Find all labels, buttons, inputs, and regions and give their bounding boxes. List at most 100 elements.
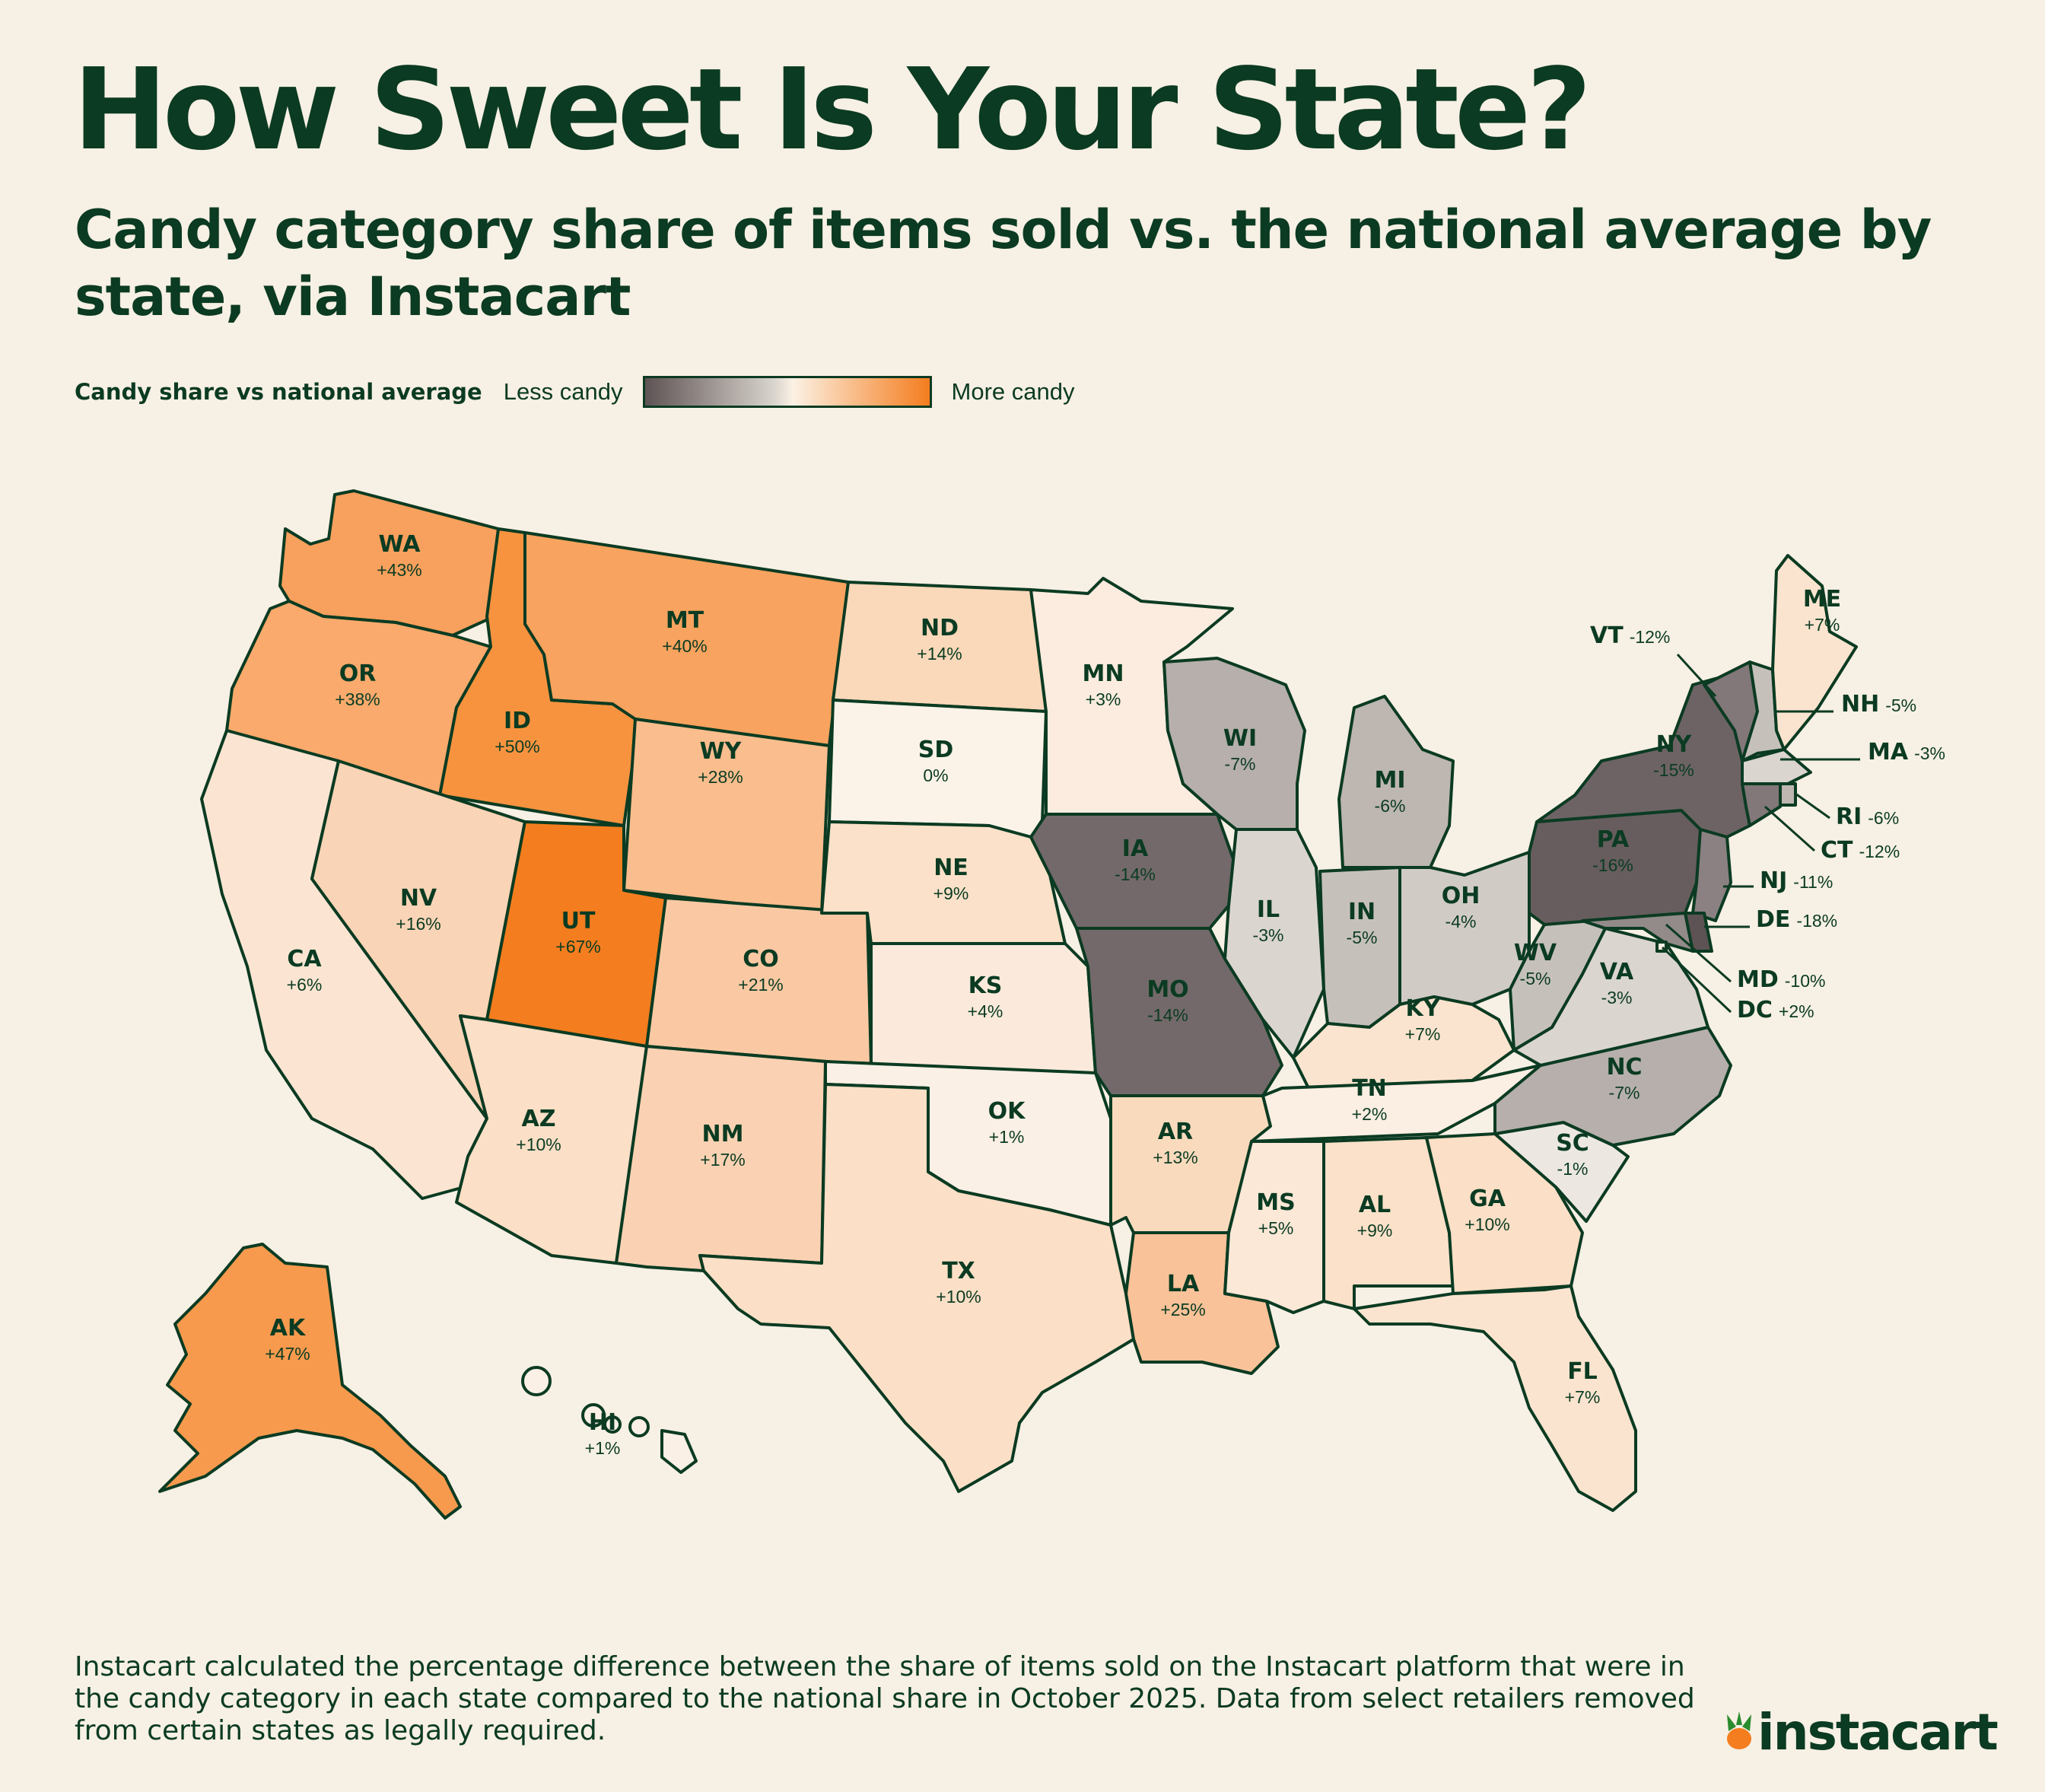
state-code-mo: MO xyxy=(1147,976,1188,1003)
state-value-sd: 0% xyxy=(923,765,948,785)
state-ct xyxy=(1741,782,1782,827)
state-label-vt: VT -12% xyxy=(1590,622,1670,649)
state-mi xyxy=(1337,695,1455,869)
state-value-nj: -11% xyxy=(1793,872,1833,892)
legend-high-label: More candy xyxy=(951,378,1075,405)
state-value-il: -3% xyxy=(1253,925,1284,945)
state-me xyxy=(1771,554,1858,751)
state-value-id: +50% xyxy=(495,737,539,756)
state-code-ny: NY xyxy=(1656,731,1693,758)
state-value-ga: +10% xyxy=(1465,1214,1509,1234)
state-nj xyxy=(1691,828,1732,922)
leader-line-ct xyxy=(1764,805,1815,852)
state-code-wv: WV xyxy=(1514,940,1557,966)
state-code-sc: SC xyxy=(1556,1130,1589,1157)
leader-line-vt xyxy=(1676,653,1717,698)
state-code-dc: DC xyxy=(1737,997,1773,1023)
state-code-nm: NM xyxy=(702,1121,744,1147)
state-value-me: +7% xyxy=(1805,615,1840,635)
state-tn xyxy=(1250,1064,1542,1143)
state-value-tx: +10% xyxy=(936,1287,981,1307)
state-code-az: AZ xyxy=(522,1106,556,1132)
state-value-nd: +14% xyxy=(917,644,962,664)
state-label-de: DE -18% xyxy=(1756,906,1837,933)
state-value-va: -3% xyxy=(1601,988,1633,1007)
state-value-mt: +40% xyxy=(662,636,707,656)
state-value-oh: -4% xyxy=(1445,912,1477,931)
state-in xyxy=(1318,866,1401,1029)
state-code-ms: MS xyxy=(1256,1189,1295,1216)
state-value-ct: -12% xyxy=(1859,842,1900,861)
state-code-hi: HI xyxy=(589,1409,616,1436)
state-tx xyxy=(698,1083,1135,1493)
state-value-al: +9% xyxy=(1357,1221,1393,1240)
state-label-md: MD -10% xyxy=(1737,966,1825,993)
state-code-wy: WY xyxy=(700,738,743,765)
state-value-wi: -7% xyxy=(1225,754,1256,774)
state-value-tn: +2% xyxy=(1352,1104,1388,1124)
instacart-logo: instacart xyxy=(1721,1703,1999,1762)
state-ri xyxy=(1779,782,1797,807)
hawaii-island xyxy=(521,1366,552,1396)
state-hi xyxy=(660,1429,698,1474)
state-code-nd: ND xyxy=(921,615,959,641)
state-code-ia: IA xyxy=(1122,836,1149,862)
state-code-ri: RI xyxy=(1836,804,1862,830)
state-code-co: CO xyxy=(743,946,779,972)
state-label-ct: CT -12% xyxy=(1821,837,1900,864)
state-value-dc: +2% xyxy=(1779,1001,1814,1021)
state-code-id: ID xyxy=(504,708,531,734)
state-code-or: OR xyxy=(339,660,377,687)
state-code-ky: KY xyxy=(1406,995,1441,1022)
state-code-ar: AR xyxy=(1158,1119,1193,1145)
state-code-mt: MT xyxy=(666,607,704,634)
state-value-ak: +47% xyxy=(265,1344,310,1364)
state-code-tx: TX xyxy=(942,1258,975,1284)
state-code-ok: OK xyxy=(988,1098,1027,1125)
state-code-ga: GA xyxy=(1469,1186,1506,1212)
state-code-ne: NE xyxy=(933,855,968,881)
state-code-nj: NJ xyxy=(1760,867,1787,894)
state-code-il: IL xyxy=(1257,896,1280,923)
legend-low-label: Less candy xyxy=(503,378,623,405)
state-value-ut: +67% xyxy=(555,937,600,956)
legend-color-scale xyxy=(642,376,932,408)
state-value-mo: -14% xyxy=(1147,1005,1188,1025)
state-code-mn: MN xyxy=(1083,660,1124,687)
state-value-ca: +6% xyxy=(287,975,323,995)
state-value-wy: +28% xyxy=(698,767,743,787)
state-code-va: VA xyxy=(1600,959,1634,985)
carrot-icon xyxy=(1727,1711,1751,1749)
state-code-tn: TN xyxy=(1352,1075,1387,1102)
state-code-mi: MI xyxy=(1374,767,1405,794)
state-code-ma: MA xyxy=(1868,739,1909,765)
state-value-az: +10% xyxy=(516,1135,561,1154)
footnote: Instacart calculated the percentage diff… xyxy=(75,1651,1695,1746)
leader-line-dc xyxy=(1661,946,1732,1014)
state-value-nc: -7% xyxy=(1609,1083,1640,1103)
us-choropleth-map: WA+43% OR+38% CA +6% ID +50% NV+16% MT+40% WY+28… xyxy=(158,489,1945,1520)
state-label-ri: RI -6% xyxy=(1836,804,1899,830)
state-code-ks: KS xyxy=(968,972,1003,999)
state-value-ks: +4% xyxy=(968,1001,1003,1021)
leader-line-md xyxy=(1665,923,1732,983)
state-code-wa: WA xyxy=(379,531,421,558)
state-value-ar: +13% xyxy=(1153,1147,1197,1167)
state-value-nm: +17% xyxy=(700,1150,745,1170)
hawaii-island xyxy=(581,1403,606,1428)
state-value-or: +38% xyxy=(335,689,380,709)
state-value-ms: +5% xyxy=(1258,1218,1294,1238)
state-code-fl: FL xyxy=(1567,1358,1598,1385)
state-value-ne: +9% xyxy=(933,883,969,903)
brand-name: instacart xyxy=(1757,1703,1999,1762)
state-code-oh: OH xyxy=(1442,883,1480,909)
state-value-ma: -3% xyxy=(1914,743,1945,763)
state-value-fl: +7% xyxy=(1565,1387,1601,1407)
state-value-wa: +43% xyxy=(377,560,421,580)
state-value-mi: -6% xyxy=(1375,796,1406,816)
legend: Candy share vs national average Less can… xyxy=(75,373,1075,411)
state-code-nh: NH xyxy=(1841,691,1879,718)
state-code-nv: NV xyxy=(400,885,437,912)
state-label-dc: DC +2% xyxy=(1737,997,1814,1023)
state-value-nh: -5% xyxy=(1885,695,1916,715)
